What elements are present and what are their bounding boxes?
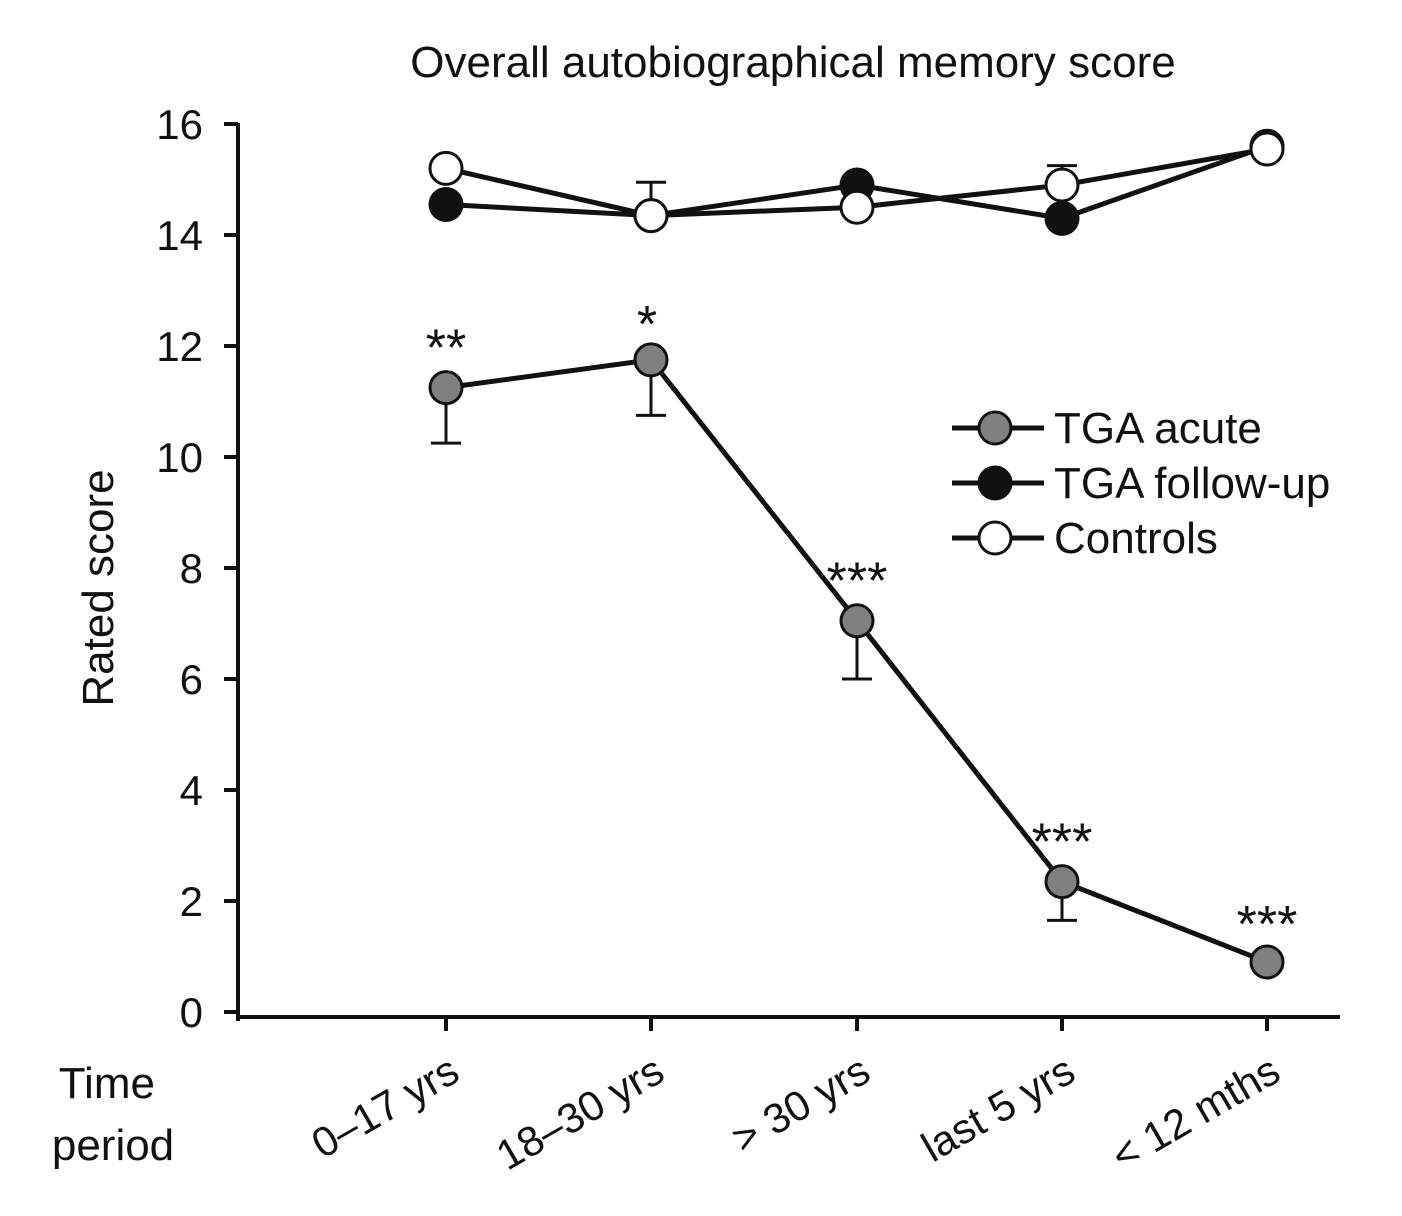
x-axis-label: Time period bbox=[52, 1059, 174, 1170]
data-point bbox=[1044, 200, 1080, 236]
y-tick-label: 16 bbox=[156, 101, 203, 148]
legend-label: TGA follow-up bbox=[1054, 459, 1330, 508]
data-point bbox=[839, 189, 875, 225]
chart-title: Overall autobiographical memory score bbox=[410, 38, 1175, 87]
y-tick-label: 14 bbox=[156, 212, 203, 259]
y-tick-label: 8 bbox=[180, 545, 203, 592]
legend-item: TGA follow-up bbox=[952, 459, 1330, 508]
data-point bbox=[839, 603, 875, 639]
y-tick-label: 4 bbox=[180, 767, 203, 814]
legend-marker bbox=[977, 465, 1013, 501]
legend-label: TGA acute bbox=[1054, 404, 1262, 453]
x-tick-label: 18–30 yrs bbox=[488, 1046, 671, 1179]
x-tick-label: 0–17 yrs bbox=[303, 1046, 466, 1167]
series-layer: ** ********** bbox=[426, 128, 1298, 980]
x-tick-label: last 5 yrs bbox=[913, 1046, 1082, 1171]
y-tick-label: 10 bbox=[156, 434, 203, 481]
series-tga-acute: ** ********** bbox=[426, 296, 1298, 980]
significance-label: * bbox=[637, 296, 657, 354]
significance-label: *** bbox=[827, 553, 888, 611]
x-axis-label-line-1: Time bbox=[59, 1059, 155, 1108]
data-point bbox=[1249, 131, 1285, 167]
data-point bbox=[1044, 167, 1080, 203]
data-point bbox=[428, 150, 464, 186]
x-tick-label: < 12 mths bbox=[1103, 1046, 1287, 1180]
legend: TGA acute TGA follow-up Controls bbox=[952, 404, 1330, 563]
legend-marker bbox=[977, 410, 1013, 446]
significance-label: *** bbox=[1032, 814, 1093, 872]
series-controls bbox=[428, 131, 1285, 234]
significance-label: *** bbox=[1237, 896, 1298, 954]
y-tick-label: 0 bbox=[180, 989, 203, 1036]
data-point bbox=[633, 342, 669, 378]
significance-label: ** bbox=[426, 320, 466, 378]
y-tick-label: 12 bbox=[156, 323, 203, 370]
y-tick-label: 6 bbox=[180, 656, 203, 703]
data-point bbox=[428, 186, 464, 222]
x-axis-label-line-2: period bbox=[52, 1121, 174, 1170]
data-point bbox=[633, 198, 669, 234]
y-tick-label: 2 bbox=[180, 878, 203, 925]
data-point bbox=[1249, 944, 1285, 980]
legend-marker bbox=[977, 520, 1013, 556]
x-tick-label: > 30 yrs bbox=[724, 1046, 878, 1162]
legend-item: Controls bbox=[952, 514, 1218, 563]
data-point bbox=[428, 370, 464, 406]
legend-item: TGA acute bbox=[952, 404, 1262, 453]
axes: 0 2 4 6 8 10 12 14 16 0–17 yrs 18–30 yrs > 30 yrs la… bbox=[156, 101, 1340, 1180]
y-axis-label: Rated score bbox=[74, 469, 123, 706]
data-point bbox=[1044, 864, 1080, 900]
legend-label: Controls bbox=[1054, 514, 1218, 563]
